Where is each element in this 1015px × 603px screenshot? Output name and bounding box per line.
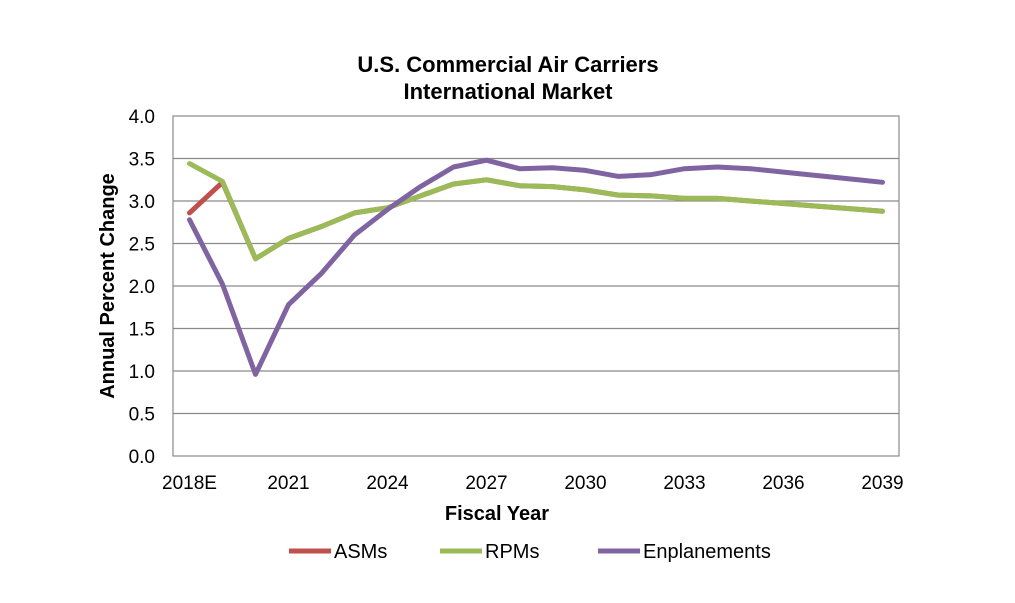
x-tick-label: 2021: [267, 473, 309, 494]
x-tick-label: 2027: [465, 473, 507, 494]
x-tick-label: 2033: [663, 473, 705, 494]
grid-lines: [173, 157, 899, 415]
y-axis-ticks: 0.0 0.5 1.0 1.5 2.0 2.5 3.0 3.5 4.0: [129, 107, 155, 468]
legend-label-asms: ASMs: [334, 541, 387, 563]
y-tick-label: 0.0: [129, 447, 155, 468]
series-line-rpms: [187, 161, 885, 262]
y-tick-label: 1.5: [129, 320, 155, 341]
series-line-enplanements: [187, 157, 885, 377]
y-tick-label: 2.0: [129, 277, 155, 298]
x-axis-label: Fiscal Year: [445, 503, 549, 525]
chart-title-line-2: International Market: [403, 79, 613, 104]
x-tick-label: 2018E: [162, 473, 217, 494]
x-tick-label: 2036: [762, 473, 804, 494]
series-line-asms: [187, 177, 885, 262]
y-tick-label: 2.5: [129, 235, 155, 256]
legend-label-rpms: RPMs: [485, 541, 539, 563]
x-tick-label: 2030: [564, 473, 606, 494]
y-tick-label: 0.5: [129, 405, 155, 426]
y-tick-label: 3.0: [129, 192, 155, 213]
x-tick-label: 2024: [366, 473, 409, 494]
plot-area: [172, 115, 900, 457]
y-axis-label: Annual Percent Change: [97, 173, 119, 399]
x-axis-ticks: 2018E 2021 2024 2027 2030 2033 2036 2039: [162, 473, 904, 494]
y-tick-label: 3.5: [129, 150, 155, 171]
legend: ASMs RPMs Enplanements: [289, 541, 771, 563]
series-lines: [187, 157, 885, 377]
y-tick-label: 1.0: [129, 362, 155, 383]
x-tick-label: 2039: [861, 473, 903, 494]
chart-title-line-1: U.S. Commercial Air Carriers: [357, 52, 658, 77]
legend-label-enplanements: Enplanements: [643, 541, 771, 563]
y-tick-label: 4.0: [129, 107, 155, 128]
